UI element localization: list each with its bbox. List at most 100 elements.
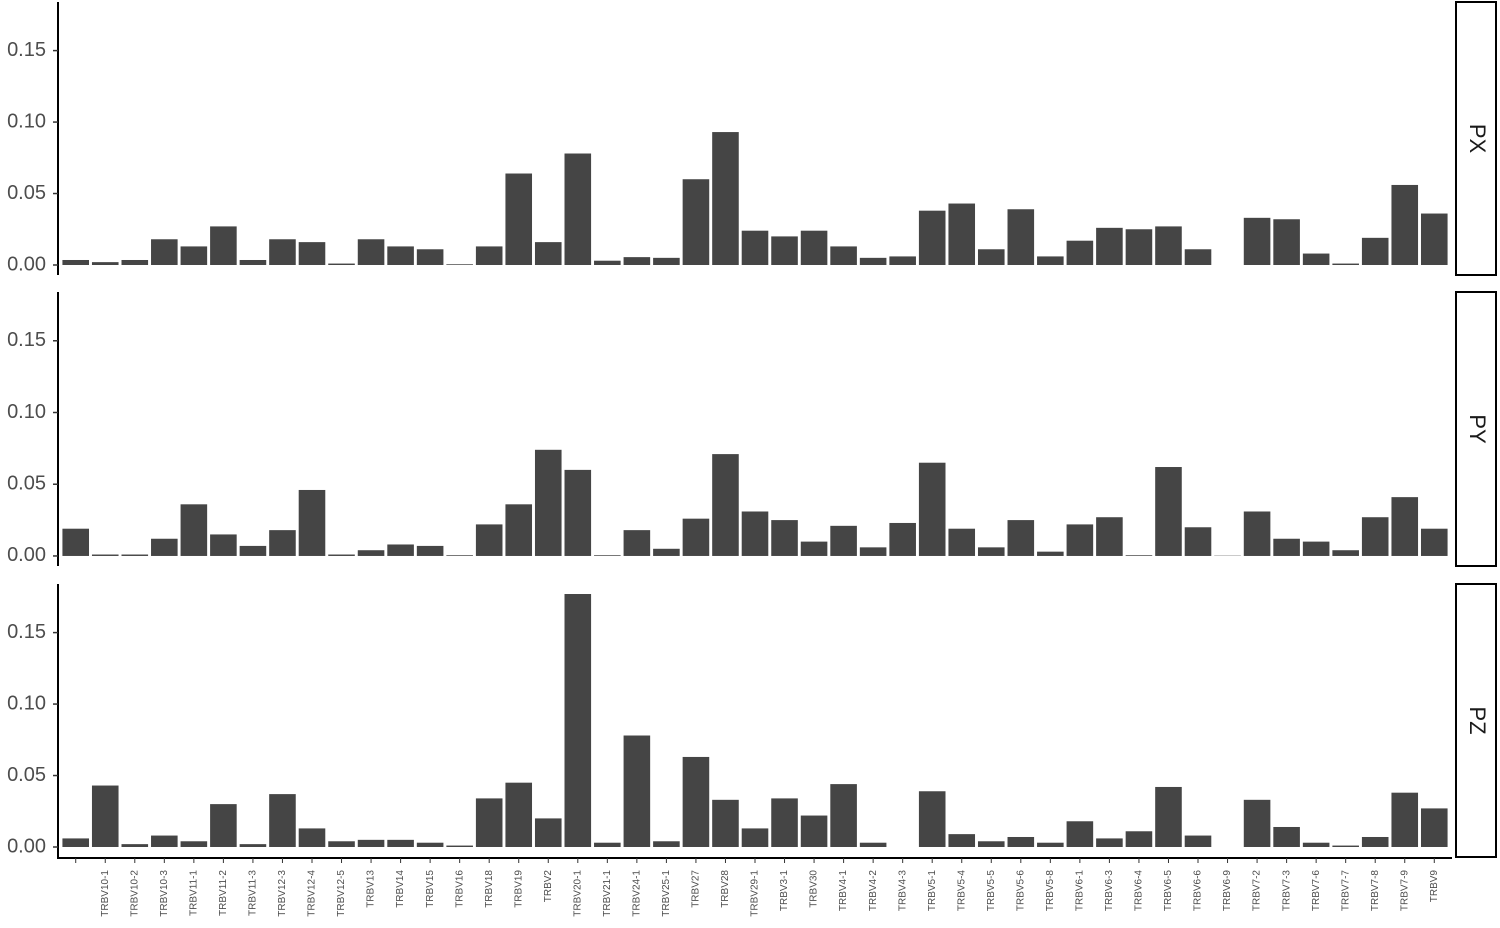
bar: [889, 256, 916, 265]
bar: [1420, 213, 1448, 265]
bar: [62, 259, 90, 265]
bar: [505, 782, 533, 847]
bar: [564, 153, 592, 265]
bar: [328, 841, 355, 847]
bar: [1243, 799, 1271, 847]
bar: [1096, 517, 1123, 556]
y-tick-label: 0.10: [7, 692, 46, 714]
bar: [446, 264, 473, 265]
bar: [416, 842, 444, 847]
bar: [121, 259, 149, 265]
x-tick-label: TRBV7-3: [1281, 870, 1292, 912]
bar: [623, 735, 651, 847]
bar: [1391, 497, 1419, 556]
bar: [830, 246, 857, 265]
bar: [210, 804, 237, 847]
x-tick-label: TRBV7-7: [1340, 870, 1351, 912]
x-tick-label: TRBV14: [395, 870, 406, 908]
bar: [475, 246, 503, 265]
bar: [1273, 826, 1300, 847]
strip: [1455, 1, 1497, 276]
bar: [564, 469, 592, 556]
bar: [682, 179, 710, 265]
bar: [712, 454, 739, 556]
bar: [564, 594, 592, 847]
x-tick-label: TRBV12-4: [307, 870, 318, 917]
bar: [151, 239, 178, 265]
bar: [1184, 835, 1212, 847]
x-tick-label: TRBV5-8: [1045, 870, 1056, 912]
bar: [1037, 256, 1064, 265]
x-tick-label: TRBV6-1: [1075, 870, 1086, 912]
bar: [269, 530, 296, 556]
x-tick-label: TRBV16: [454, 870, 465, 908]
y-tick-label: 0.10: [7, 110, 46, 132]
bar: [1361, 517, 1389, 556]
bar: [653, 548, 680, 556]
bar: [298, 489, 326, 556]
bar: [446, 845, 473, 847]
bar: [918, 791, 946, 847]
x-tick-label: TRBV12-5: [336, 870, 347, 917]
bar: [1420, 528, 1448, 556]
x-tick-label: TRBV10-1: [100, 870, 111, 917]
x-tick-label: TRBV15: [425, 870, 436, 908]
bar: [1007, 209, 1035, 265]
bar: [416, 545, 444, 556]
bar: [298, 828, 326, 847]
x-tick-label: TRBV11-3: [248, 870, 259, 916]
bar: [1066, 240, 1094, 265]
bar: [91, 554, 119, 556]
bar: [1155, 786, 1182, 847]
bar: [623, 257, 651, 265]
x-tick-label: TRBV4-1: [838, 870, 849, 912]
x-tick-label: TRBV6-4: [1134, 870, 1145, 912]
x-tick-label: TRBV7-2: [1252, 870, 1263, 912]
bar: [534, 818, 562, 847]
bar: [741, 230, 769, 265]
bar: [534, 449, 562, 556]
x-tick-label: TRBV10-3: [159, 870, 170, 917]
x-tick-label: TRBV7-6: [1311, 870, 1322, 912]
bar: [505, 173, 533, 265]
bar: [682, 756, 710, 847]
bar: [918, 462, 946, 556]
bar: [1096, 838, 1123, 847]
bar: [121, 844, 149, 847]
x-tick-label: TRBV30: [809, 870, 820, 908]
x-tick-label: TRBV7-8: [1370, 870, 1381, 912]
x-tick-label: TRBV6-5: [1163, 870, 1174, 912]
bar: [830, 784, 857, 847]
bar: [357, 239, 385, 265]
x-tick-label: TRBV11-2: [218, 870, 229, 916]
x-tick-label: TRBV13: [366, 870, 377, 908]
bar: [1391, 184, 1419, 265]
bar: [298, 242, 326, 265]
x-tick-label: TRBV5-1: [927, 870, 938, 912]
bar: [712, 132, 739, 265]
bar: [505, 504, 533, 556]
bar: [210, 226, 237, 265]
bar: [800, 541, 828, 556]
bar: [1066, 821, 1094, 847]
bar: [1037, 551, 1064, 556]
bar: [623, 530, 651, 556]
x-tick-label: TRBV19: [513, 870, 524, 908]
x-tick-label: TRBV18: [484, 870, 495, 908]
bar: [1066, 524, 1094, 556]
x-tick-label: TRBV6-9: [1222, 870, 1233, 912]
y-tick-label: 0.00: [7, 835, 46, 857]
x-tick-label: TRBV2: [543, 870, 554, 903]
bar: [859, 842, 887, 847]
bar: [948, 528, 976, 556]
bar: [830, 525, 857, 556]
x-tick-label: TRBV25-1: [661, 870, 672, 917]
bar: [387, 544, 414, 556]
strip-label: PY: [1465, 414, 1490, 444]
bar: [387, 246, 414, 265]
bar: [1273, 538, 1300, 556]
y-tick-label: 0.10: [7, 401, 46, 423]
bar: [653, 257, 680, 265]
bar: [1332, 550, 1359, 556]
bar: [328, 554, 355, 556]
